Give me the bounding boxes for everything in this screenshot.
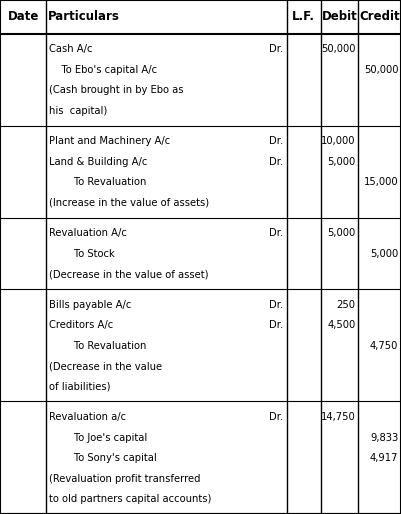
- Text: 5,000: 5,000: [328, 228, 356, 238]
- Text: 50,000: 50,000: [364, 65, 398, 75]
- Text: 250: 250: [337, 300, 356, 309]
- Text: L.F.: L.F.: [292, 10, 315, 23]
- Text: 9,833: 9,833: [370, 433, 398, 443]
- Text: 14,750: 14,750: [321, 412, 356, 422]
- Text: Particulars: Particulars: [48, 10, 120, 23]
- Text: 4,750: 4,750: [370, 341, 398, 351]
- Text: Dr.: Dr.: [269, 300, 284, 309]
- Text: Creditors A/c: Creditors A/c: [49, 320, 113, 330]
- Text: To Joe's capital: To Joe's capital: [49, 433, 148, 443]
- Text: Dr.: Dr.: [269, 320, 284, 330]
- Text: To Ebo's capital A/c: To Ebo's capital A/c: [49, 65, 158, 75]
- Text: to old partners capital accounts): to old partners capital accounts): [49, 494, 212, 504]
- Text: Bills payable A/c: Bills payable A/c: [49, 300, 132, 309]
- Text: Dr.: Dr.: [269, 136, 284, 146]
- Text: 50,000: 50,000: [321, 44, 356, 54]
- Text: (Increase in the value of assets): (Increase in the value of assets): [49, 198, 209, 208]
- Text: of liabilities): of liabilities): [49, 382, 111, 392]
- Text: To Stock: To Stock: [49, 249, 115, 259]
- Text: Debit: Debit: [322, 10, 357, 23]
- Text: Plant and Machinery A/c: Plant and Machinery A/c: [49, 136, 170, 146]
- Text: Dr.: Dr.: [269, 157, 284, 167]
- Text: 5,000: 5,000: [370, 249, 398, 259]
- Text: (Decrease in the value of asset): (Decrease in the value of asset): [49, 269, 209, 279]
- Text: Dr.: Dr.: [269, 412, 284, 422]
- Text: Revaluation a/c: Revaluation a/c: [49, 412, 126, 422]
- Text: Dr.: Dr.: [269, 228, 284, 238]
- Text: Date: Date: [8, 10, 39, 23]
- Text: 4,500: 4,500: [328, 320, 356, 330]
- Text: Revaluation A/c: Revaluation A/c: [49, 228, 127, 238]
- Text: (Cash brought in by Ebo as: (Cash brought in by Ebo as: [49, 85, 184, 96]
- Text: 4,917: 4,917: [370, 453, 398, 463]
- Text: 15,000: 15,000: [364, 177, 398, 187]
- Text: To Revaluation: To Revaluation: [49, 177, 147, 187]
- Text: (Decrease in the value: (Decrease in the value: [49, 361, 162, 371]
- Text: Credit: Credit: [359, 10, 400, 23]
- Text: Dr.: Dr.: [269, 44, 284, 54]
- Text: To Revaluation: To Revaluation: [49, 341, 147, 351]
- Text: Land & Building A/c: Land & Building A/c: [49, 157, 148, 167]
- Text: 5,000: 5,000: [328, 157, 356, 167]
- Text: (Revaluation profit transferred: (Revaluation profit transferred: [49, 474, 201, 484]
- Text: his  capital): his capital): [49, 106, 107, 116]
- Text: To Sony's capital: To Sony's capital: [49, 453, 157, 463]
- Text: 10,000: 10,000: [321, 136, 356, 146]
- Text: Cash A/c: Cash A/c: [49, 44, 93, 54]
